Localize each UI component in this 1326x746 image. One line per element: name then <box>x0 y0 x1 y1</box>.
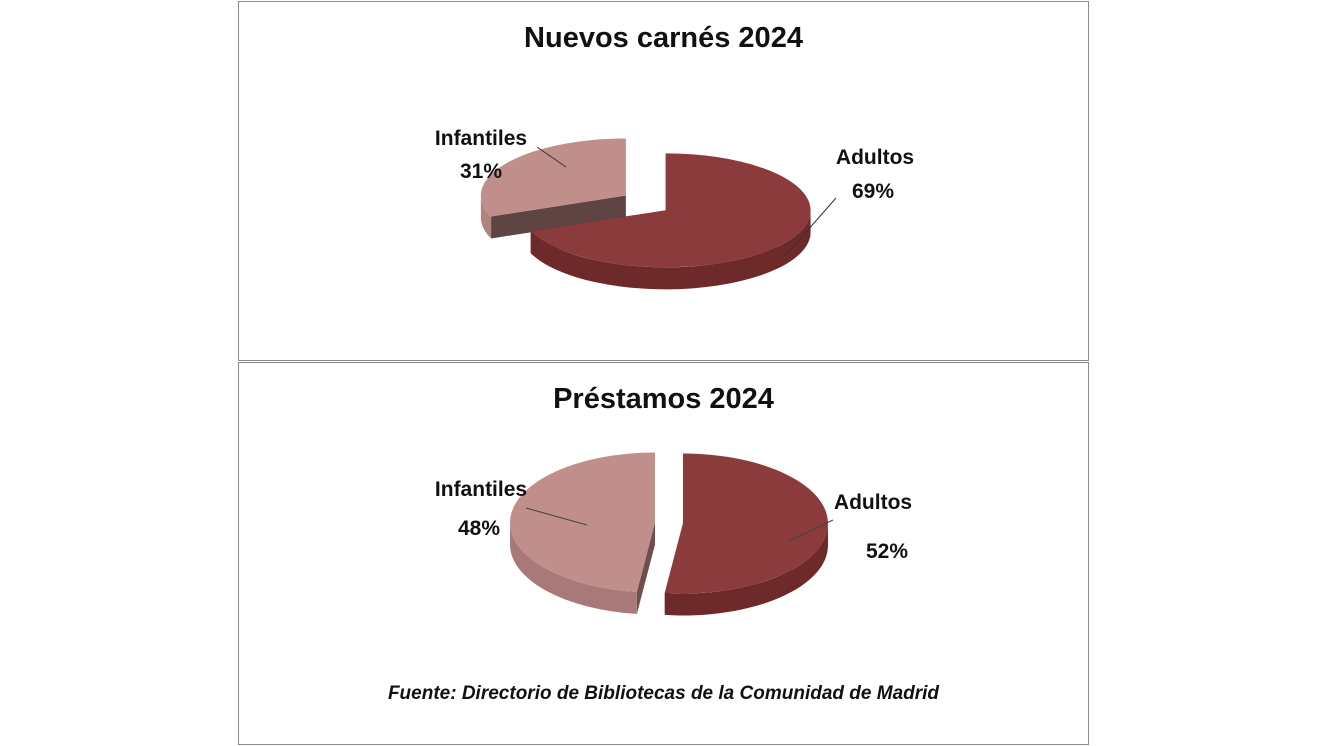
slice-label-adultos: Adultos 69% <box>784 146 914 257</box>
svg-text:52%: 52% <box>866 540 908 563</box>
svg-text:31%: 31% <box>460 160 502 183</box>
pie-slice-infantiles <box>480 138 626 239</box>
chart-title: Préstamos 2024 <box>553 383 774 415</box>
svg-text:Adultos: Adultos <box>836 146 914 169</box>
slice-label-infantiles: Infantiles 31% <box>435 127 567 183</box>
chart-panel-nuevos-carnes: Nuevos carnés 2024 Infantiles 31% Adulto… <box>238 1 1089 361</box>
slice-label-adultos: Adultos 52% <box>788 491 912 563</box>
pie-chart-nuevos-carnes: Infantiles 31% Adultos 69% <box>435 127 914 290</box>
pie-slice-infantiles <box>510 452 656 614</box>
slice-label-infantiles: Infantiles 48% <box>435 478 588 540</box>
source-note: Fuente: Directorio de Bibliotecas de la … <box>387 683 940 704</box>
svg-text:69%: 69% <box>852 180 894 203</box>
pie-slice-adultos <box>664 453 828 616</box>
chart-panel-prestamos: Préstamos 2024 Infantiles 48% Adultos 52… <box>238 362 1089 745</box>
svg-text:48%: 48% <box>458 517 500 540</box>
chart-title: Nuevos carnés 2024 <box>524 22 803 54</box>
svg-text:Infantiles: Infantiles <box>435 478 527 501</box>
pie-slice-adultos <box>530 153 811 290</box>
svg-text:Adultos: Adultos <box>834 491 912 514</box>
svg-text:Infantiles: Infantiles <box>435 127 527 150</box>
pie-chart-prestamos: Infantiles 48% Adultos 52% <box>435 452 912 616</box>
